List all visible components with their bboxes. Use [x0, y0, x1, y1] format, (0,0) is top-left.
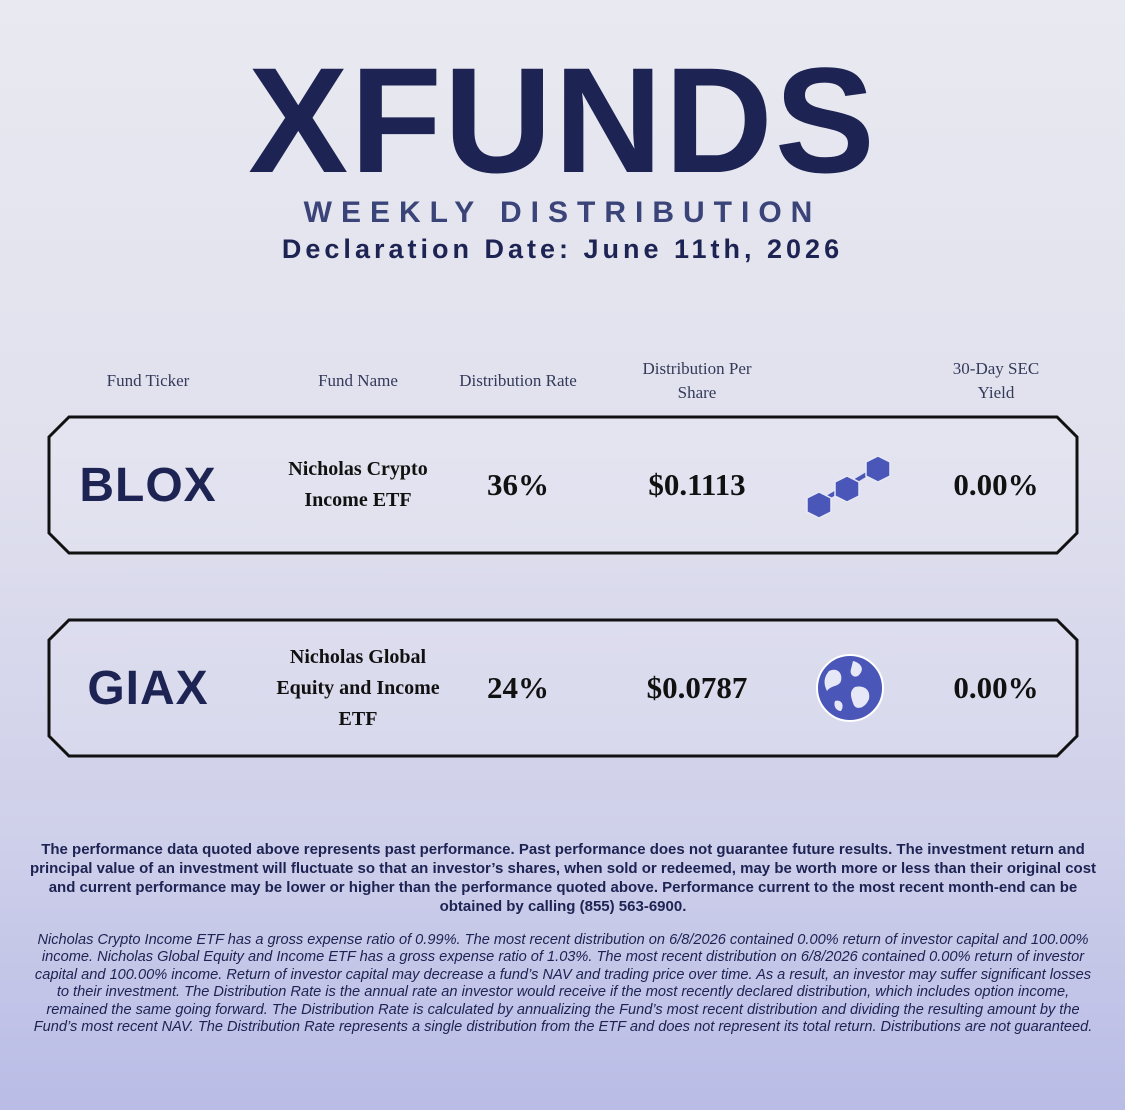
fund-ticker: GIAX: [87, 661, 209, 715]
distribution-per-share: $0.1113: [648, 467, 746, 502]
row-frame: [47, 415, 1079, 555]
declaration-date: Declaration Date: June 11th, 2026: [281, 234, 844, 264]
fund-ticker: BLOX: [79, 458, 217, 512]
distribution-disclaimer: Nicholas Crypto Income ETF has a gross e…: [33, 932, 1093, 1036]
column-header: Fund Name: [318, 371, 398, 390]
fund-name: Nicholas Global Equity and Income ETF: [276, 645, 440, 730]
title: WEEKLY DISTRIBUTION: [303, 196, 822, 229]
fund-row: GIAX Nicholas Global Equity and Income E…: [47, 618, 1079, 758]
globe-icon: [816, 654, 884, 722]
distribution-per-share: $0.0787: [646, 670, 748, 705]
logo: XFUNDS: [248, 36, 877, 204]
performance-disclaimer: The performance data quoted above repres…: [29, 841, 1097, 915]
fund-name: Nicholas Crypto Income ETF: [288, 458, 428, 511]
row-frame: [47, 618, 1079, 758]
sec-yield: 0.00%: [953, 467, 1039, 502]
distribution-rate: 36%: [487, 467, 549, 502]
fund-row: BLOX Nicholas Crypto Income ETF 36% $0.1…: [47, 415, 1079, 555]
column-header: Fund Ticker: [106, 371, 190, 390]
blockchain-icon: [806, 455, 891, 519]
distribution-rate: 24%: [487, 670, 549, 705]
column-header: 30-Day SEC Yield: [952, 359, 1040, 402]
column-header: Distribution Per Share: [642, 359, 752, 402]
column-header: Distribution Rate: [459, 371, 577, 390]
sec-yield: 0.00%: [953, 670, 1039, 705]
